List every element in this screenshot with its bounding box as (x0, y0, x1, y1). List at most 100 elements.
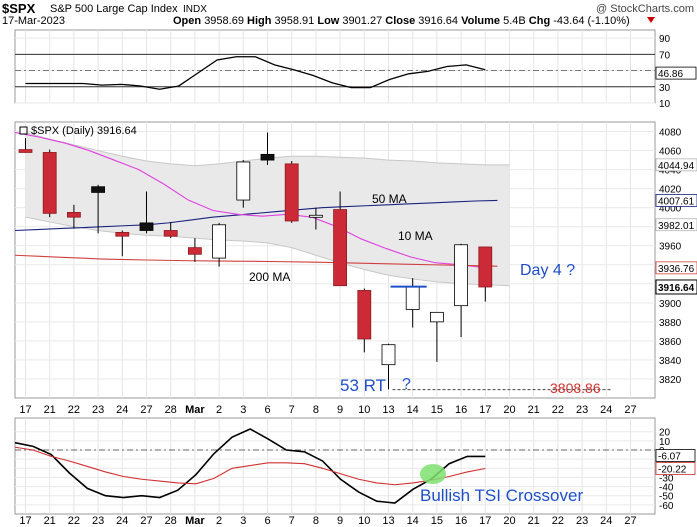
price-y-tick: 4000 (659, 204, 682, 215)
x-tick-label: 20 (503, 515, 515, 527)
x-tick-label: 24 (116, 515, 128, 527)
tsi-y-tick: 10 (659, 437, 671, 448)
x-tick-label: 28 (165, 515, 177, 527)
candle (212, 222, 227, 267)
price-y-tick: 3860 (659, 337, 682, 348)
candle-body (333, 209, 348, 287)
x-tick-label: 3 (240, 515, 246, 527)
candle (115, 230, 130, 257)
quote-date: 17-Mar-2023 (2, 15, 65, 27)
x-tick-label: 13 (382, 515, 394, 527)
band-value-label: 3982.01 (658, 221, 695, 232)
x-tick-label: 23 (576, 515, 588, 527)
tsi-current-box (655, 449, 696, 462)
x-tick-label: 2 (216, 515, 222, 527)
price-y-tick: 3840 (659, 356, 682, 367)
ma50-value-label: 4007.61 (658, 196, 695, 207)
rsi-line (25, 56, 486, 90)
x-tick-label: 27 (140, 404, 152, 416)
price-legend: $SPX (Daily) 3916.64 (31, 125, 137, 137)
quote-line: Open 3958.69 High 3958.91 Low 3901.27 Cl… (173, 15, 630, 27)
tsi-current-value: -20.22 (658, 464, 687, 475)
candle-body (260, 153, 275, 161)
axis-labels: 1717212122222323242427272828MarMar223366… (19, 34, 697, 527)
x-tick-label: 17 (479, 404, 491, 416)
price-current-box (655, 279, 697, 295)
x-tick-label: 21 (528, 515, 540, 527)
x-tick-label: 9 (337, 515, 343, 527)
x-tick-label: 27 (624, 515, 636, 527)
candle (333, 191, 348, 287)
x-tick-label: 13 (382, 404, 394, 416)
band-value-box (655, 158, 697, 172)
candle (429, 311, 444, 362)
x-tick-label: 15 (431, 515, 443, 527)
x-tick-label: 24 (600, 515, 612, 527)
x-tick-label: 22 (68, 515, 80, 527)
candle-body (163, 230, 178, 237)
rsi-y-tick: 70 (659, 50, 671, 61)
candle-body (187, 247, 202, 255)
x-tick-label: 8 (313, 515, 319, 527)
x-tick-label: Mar (185, 515, 205, 527)
rsi-y-tick: 90 (659, 34, 671, 45)
label-53rt: 53 RT (340, 376, 386, 395)
x-tick-label: Mar (185, 404, 205, 416)
label-50ma: 50 MA (372, 192, 407, 206)
x-tick-label: 17 (19, 404, 31, 416)
candle-body (139, 222, 154, 231)
price-current-label: 3916.64 (658, 283, 695, 294)
price-y-tick: 3960 (659, 242, 682, 253)
tsi-signal-line (14, 446, 486, 486)
tsi-current-value: -6.07 (658, 452, 681, 463)
price-y-tick: 3820 (659, 375, 682, 386)
candle (478, 246, 493, 302)
ticker-symbol: $SPX (2, 1, 36, 16)
x-tick-label: 9 (337, 404, 343, 416)
band-value-box (655, 218, 697, 232)
x-tick-label: 6 (264, 515, 270, 527)
price-y-tick: 4080 (659, 128, 682, 139)
x-tick-label: 23 (576, 404, 588, 416)
candle (284, 161, 299, 223)
candle-body (405, 286, 420, 310)
rsi-panel (14, 29, 656, 104)
candle-body (91, 186, 105, 193)
candle-body (454, 244, 469, 307)
x-tick-label: 15 (431, 404, 443, 416)
price-y-tick: 3880 (659, 318, 682, 329)
tsi-y-tick: 20 (659, 428, 671, 439)
x-tick-label: 14 (407, 404, 419, 416)
tsi-y-tick: -30 (659, 473, 674, 484)
x-tick-label: 27 (624, 404, 636, 416)
tsi-line (14, 428, 486, 504)
candle-body (212, 224, 227, 259)
rsi-plot (15, 53, 655, 90)
x-tick-label: 7 (289, 404, 295, 416)
watermark: @ StockCharts.com (596, 3, 694, 15)
band-lower-line (25, 216, 510, 287)
candle-body (67, 212, 81, 218)
candle (308, 207, 323, 230)
ma-line-200ma (14, 254, 498, 267)
tsi-crossover-label: Bullish TSI Crossover (420, 486, 583, 505)
rsi-y-tick: 10 (659, 99, 671, 110)
candle-body (381, 344, 396, 366)
label-question: ? (402, 376, 411, 393)
candle-body (236, 161, 251, 201)
candle (381, 343, 396, 390)
x-tick-label: 24 (116, 404, 128, 416)
candle (67, 204, 81, 229)
price-y-tick: 4020 (659, 185, 682, 196)
candle (454, 243, 469, 338)
candle-body (42, 152, 57, 214)
rsi-current-value-box (655, 66, 697, 80)
x-tick-label: 8 (313, 404, 319, 416)
candle-body (18, 149, 33, 153)
x-tick-label: 10 (358, 515, 370, 527)
x-tick-label: 21 (528, 404, 540, 416)
x-tick-label: 6 (264, 404, 270, 416)
x-tick-label: 22 (68, 404, 80, 416)
x-tick-label: 14 (407, 515, 419, 527)
